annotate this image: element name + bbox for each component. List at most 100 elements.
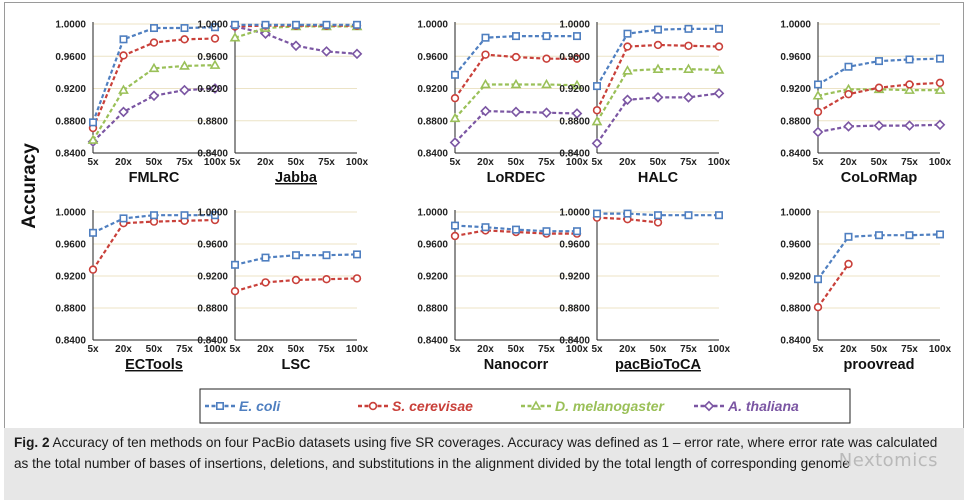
panel-halc-x-tick-label: 75x xyxy=(680,157,697,168)
panel-fmlrc-series-a-thaliana-point xyxy=(209,83,221,94)
panel-fmlrc-series-s-cerevisae-point xyxy=(119,51,128,60)
panel-halc-series-e-coli-point xyxy=(623,29,632,38)
panel-lordec-series-s-cerevisae-line xyxy=(454,53,577,99)
panel-halc-x-tick-label: 50x xyxy=(650,157,667,168)
panel-halc-series-e-coli-point xyxy=(684,24,693,33)
panel-nanocorr-y-tick-label: 0.9200 xyxy=(417,272,448,283)
legend-item-s-cerevisae-marker xyxy=(368,401,378,411)
panel-jabba-x-tick-label: 50x xyxy=(288,157,305,168)
panel-jabba-y-tick-label: 0.9200 xyxy=(197,84,228,95)
panel-lordec-y-tick-label: 0.9200 xyxy=(417,84,448,95)
panel-colormap-series-e-coli-point xyxy=(844,62,853,71)
panel-ectools-y-tick-label: 0.9200 xyxy=(55,272,86,283)
panel-proovread-x-tick-label: 75x xyxy=(901,344,918,355)
panel-nanocorr-x-tick-label: 20x xyxy=(477,344,494,355)
panel-halc-series-e-coli-point xyxy=(653,25,662,34)
panel-fmlrc-series-e-coli-point xyxy=(150,24,159,33)
panel-halc-y-tick-label: 1.0000 xyxy=(559,20,590,31)
panel-colormap-y-tick-label: 0.9200 xyxy=(780,84,811,95)
panel-fmlrc-series-a-thaliana-point xyxy=(179,84,190,96)
panel-lordec-x-tick-label: 5x xyxy=(449,157,461,168)
panel-lsc-y-tick-label: 1.0000 xyxy=(197,208,228,219)
panel-lsc-series-e-coli-point xyxy=(352,250,361,259)
panel-lordec-series-e-coli-point xyxy=(511,32,520,41)
legend-item-a-thaliana-label: A. thaliana xyxy=(727,398,799,414)
panel-colormap-y-tick-label: 1.0000 xyxy=(780,20,811,31)
panel-nanocorr-series-e-coli-point xyxy=(481,223,490,232)
panel-jabba-y-tick-label: 1.0000 xyxy=(197,20,228,31)
panel-ectools-x-tick-label: 100x xyxy=(204,344,227,355)
panel-lordec-series-s-cerevisae-point xyxy=(481,50,490,59)
panel-lsc-y-tick-label: 0.8800 xyxy=(197,304,228,315)
caption-fig-label: Fig. 2 xyxy=(14,435,50,450)
panel-proovread-series-s-cerevisae-point xyxy=(813,303,823,312)
panel-jabba-series-d-melanogaster-point xyxy=(229,32,241,42)
panel-colormap-series-e-coli-point xyxy=(874,57,883,66)
panel-jabba-x-tick-label: 100x xyxy=(346,157,369,168)
panel-proovread-series-s-cerevisae-line xyxy=(817,263,850,308)
panel-fmlrc-x-tick-label: 5x xyxy=(87,157,99,168)
panel-lsc-series-s-cerevisae-point xyxy=(230,287,240,296)
panel-lordec-series-s-cerevisae-point xyxy=(542,54,551,63)
panel-jabba-series-a-thaliana-point xyxy=(290,40,302,52)
panel-lsc-y-tick-label: 0.9600 xyxy=(197,240,228,251)
panel-ectools-series-e-coli-point xyxy=(89,228,98,237)
panel-jabba-y-tick-label: 0.9600 xyxy=(197,52,228,63)
panel-lordec-x-tick-label: 50x xyxy=(508,157,525,168)
panel-colormap-series-a-thaliana-point xyxy=(812,126,824,138)
panel-halc-series-e-coli-line xyxy=(596,27,719,87)
panel-proovread-title: proovread xyxy=(844,357,915,373)
legend-item-e-coli-marker xyxy=(216,401,225,410)
panel-ectools-title: ECTools xyxy=(125,357,183,373)
panel-colormap-series-e-coli-point xyxy=(905,55,914,64)
panel-pacbiotoca-y-tick-label: 0.8800 xyxy=(559,304,590,315)
panel-nanocorr-y-tick-label: 0.9600 xyxy=(417,240,448,251)
panel-ectools-series-s-cerevisae-point xyxy=(88,265,98,274)
panel-pacbiotoca-x-tick-label: 50x xyxy=(650,344,667,355)
panel-nanocorr-y-tick-label: 0.8400 xyxy=(417,336,448,347)
panel-pacbiotoca-x-tick-label: 100x xyxy=(708,344,731,355)
panel-ectools-y-tick-label: 0.8800 xyxy=(55,304,86,315)
panel-fmlrc-series-a-thaliana-point xyxy=(118,106,129,118)
panel-fmlrc-series-d-melanogaster-point xyxy=(179,60,190,70)
panel-pacbiotoca-x-tick-label: 5x xyxy=(591,344,603,355)
panel-fmlrc-y-tick-label: 0.9600 xyxy=(55,52,86,63)
panel-halc-series-e-coli-point xyxy=(714,24,723,33)
panel-fmlrc-y-tick-label: 0.8800 xyxy=(55,116,86,127)
panel-fmlrc-y-tick-label: 1.0000 xyxy=(55,20,86,31)
panel-pacbiotoca-y-tick-label: 1.0000 xyxy=(559,208,590,219)
panel-nanocorr-x-tick-label: 50x xyxy=(508,344,525,355)
panel-colormap-series-s-cerevisae-point xyxy=(874,83,884,92)
panel-lordec-series-a-thaliana-point xyxy=(510,106,522,118)
panel-jabba-series-e-coli-point xyxy=(352,20,361,29)
panel-ectools-x-tick-label: 75x xyxy=(176,344,193,355)
panel-lordec-y-tick-label: 0.8800 xyxy=(417,116,448,127)
panel-lordec-series-s-cerevisae-point xyxy=(450,93,460,103)
panel-halc-series-d-melanogaster-line xyxy=(596,68,720,123)
panel-lordec-series-e-coli-point xyxy=(450,70,459,79)
panel-ectools-series-e-coli-point xyxy=(150,211,159,220)
panel-fmlrc-series-a-thaliana-line xyxy=(92,87,216,143)
panel-pacbiotoca-x-tick-label: 75x xyxy=(680,344,697,355)
panel-colormap-x-tick-label: 5x xyxy=(812,157,824,168)
panel-lsc-series-e-coli-point xyxy=(231,260,240,269)
panel-ectools-series-e-coli-point xyxy=(180,211,189,220)
panel-halc-series-a-thaliana-point xyxy=(683,92,694,103)
panel-halc-series-a-thaliana-point xyxy=(622,94,633,106)
panel-proovread-y-tick-label: 0.9200 xyxy=(780,272,811,283)
panel-colormap-series-e-coli-point xyxy=(813,80,822,89)
panel-lsc-x-tick-label: 75x xyxy=(318,344,335,355)
panel-lordec-series-d-melanogaster-point xyxy=(449,112,461,123)
panel-nanocorr-series-e-coli-point xyxy=(450,221,459,230)
panel-lsc-x-tick-label: 50x xyxy=(288,344,305,355)
panel-fmlrc-y-tick-label: 0.8400 xyxy=(55,149,86,160)
panel-fmlrc-series-d-melanogaster-line xyxy=(92,64,216,141)
panel-colormap-x-tick-label: 50x xyxy=(871,157,888,168)
panel-pacbiotoca-y-tick-label: 0.8400 xyxy=(559,336,590,347)
panel-lsc-series-e-coli-point xyxy=(322,251,331,260)
figure-caption: Fig. 2 Accuracy of ten methods on four P… xyxy=(4,428,964,500)
panel-colormap-series-s-cerevisae-point xyxy=(844,89,853,99)
panel-fmlrc-series-d-melanogaster-point xyxy=(118,84,129,94)
panel-nanocorr-series-e-coli-point xyxy=(572,227,581,236)
panel-proovread-y-tick-label: 0.8400 xyxy=(780,336,811,347)
